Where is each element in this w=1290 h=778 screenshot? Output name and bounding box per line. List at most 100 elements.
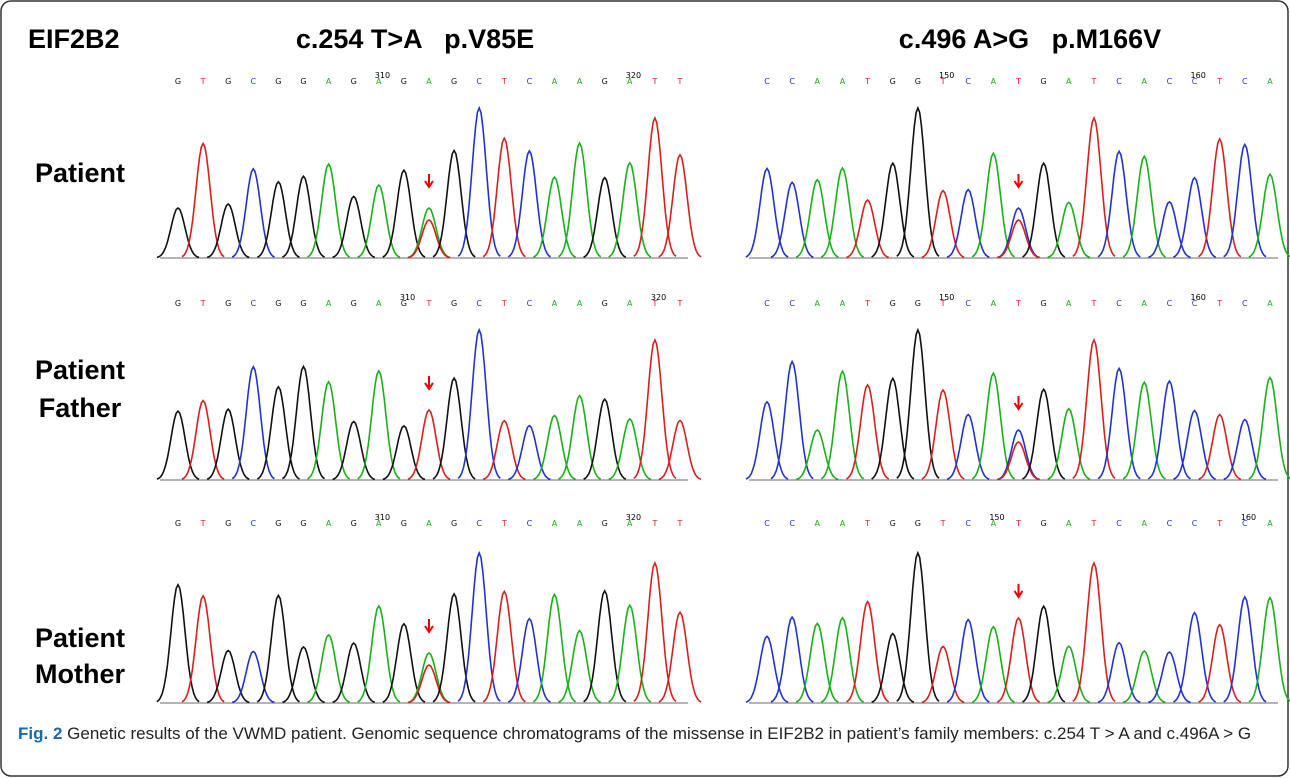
position-number: 150 <box>989 513 1004 522</box>
base-call: C <box>476 519 482 528</box>
base-call: C <box>251 77 257 86</box>
position-number: 320 <box>651 293 666 302</box>
base-call: T <box>1216 519 1222 528</box>
base-call: C <box>764 519 770 528</box>
peak <box>796 624 838 703</box>
peak <box>771 182 813 257</box>
base-call: G <box>890 519 896 528</box>
base-call: C <box>965 299 971 308</box>
base-call: G <box>1041 77 1047 86</box>
peak <box>508 426 550 480</box>
base-call: A <box>1066 519 1072 528</box>
peak <box>282 367 324 479</box>
peak <box>458 330 500 478</box>
base-call: T <box>1216 77 1222 86</box>
mutation-arrow <box>425 174 433 187</box>
base-call: T <box>200 77 206 86</box>
base-call: A <box>815 77 821 86</box>
peak <box>232 169 274 257</box>
base-call: C <box>527 77 533 86</box>
base-call: C <box>1167 519 1173 528</box>
peak <box>1199 139 1241 257</box>
variant-title: c.496 A>G p.M166V <box>899 24 1161 54</box>
peak <box>282 647 324 702</box>
base-call: C <box>527 299 533 308</box>
row-label: Patient <box>35 355 125 385</box>
position-number: 150 <box>939 293 954 302</box>
peak <box>458 553 500 701</box>
peak <box>559 396 601 479</box>
base-call: G <box>351 299 357 308</box>
peak <box>947 620 989 703</box>
peak <box>207 651 249 703</box>
peak <box>358 185 400 257</box>
base-call: C <box>789 519 795 528</box>
peak <box>1249 598 1290 702</box>
peak <box>508 151 550 257</box>
base-call: C <box>1116 77 1122 86</box>
base-call: A <box>991 299 997 308</box>
base-call: G <box>175 77 181 86</box>
base-call: A <box>326 299 332 308</box>
base-call: C <box>789 77 795 86</box>
base-call: C <box>1116 519 1122 528</box>
base-call: A <box>426 519 432 528</box>
base-call: A <box>991 77 997 86</box>
base-call: G <box>300 519 306 528</box>
caption-text: Genetic results of the VWMD patient. Gen… <box>67 724 1251 743</box>
base-call: G <box>225 519 231 528</box>
base-call: G <box>275 299 281 308</box>
base-call: T <box>200 299 206 308</box>
base-call: A <box>1066 77 1072 86</box>
peak <box>358 606 400 702</box>
base-call: T <box>501 77 507 86</box>
base-call: T <box>1091 299 1097 308</box>
base-call: A <box>552 77 558 86</box>
peak <box>821 618 863 702</box>
base-call: G <box>225 299 231 308</box>
base-call: G <box>602 519 608 528</box>
peak <box>533 595 575 702</box>
base-call: T <box>1091 77 1097 86</box>
peak <box>584 591 626 702</box>
base-call: G <box>451 77 457 86</box>
base-call: C <box>789 299 795 308</box>
position-number: 310 <box>375 71 390 80</box>
base-call: A <box>577 299 583 308</box>
peak <box>897 330 939 478</box>
row-label: Father <box>39 393 122 423</box>
peak <box>847 602 889 702</box>
base-call: A <box>1142 299 1148 308</box>
peak <box>746 169 788 258</box>
peak <box>634 118 676 256</box>
row-label: Mother <box>35 659 125 689</box>
base-call: T <box>864 299 870 308</box>
base-call: G <box>915 519 921 528</box>
peak <box>1173 613 1215 702</box>
base-call: A <box>577 519 583 528</box>
base-call: A <box>840 519 846 528</box>
base-call: G <box>890 77 896 86</box>
peak <box>821 168 863 257</box>
base-call: C <box>1242 77 1248 86</box>
base-call: A <box>1267 299 1273 308</box>
caption: Fig. 2 Genetic results of the VWMD patie… <box>18 722 1268 746</box>
base-call: T <box>651 77 657 86</box>
base-call: G <box>401 77 407 86</box>
base-call: A <box>1267 77 1273 86</box>
page: {"figure": { "gene": "EIF2B2", "variants… <box>0 0 1290 778</box>
base-call: A <box>326 77 332 86</box>
base-call: G <box>1041 299 1047 308</box>
base-call: C <box>1167 299 1173 308</box>
peak <box>559 143 601 257</box>
base-call: G <box>915 77 921 86</box>
peak <box>1023 606 1065 702</box>
variant-title: c.254 T>A p.V85E <box>296 24 534 54</box>
base-call: G <box>890 299 896 308</box>
base-call: A <box>577 77 583 86</box>
base-call: T <box>864 77 870 86</box>
base-call: T <box>677 299 683 308</box>
base-call: G <box>1041 519 1047 528</box>
peak <box>257 387 299 479</box>
position-number: 320 <box>626 513 641 522</box>
